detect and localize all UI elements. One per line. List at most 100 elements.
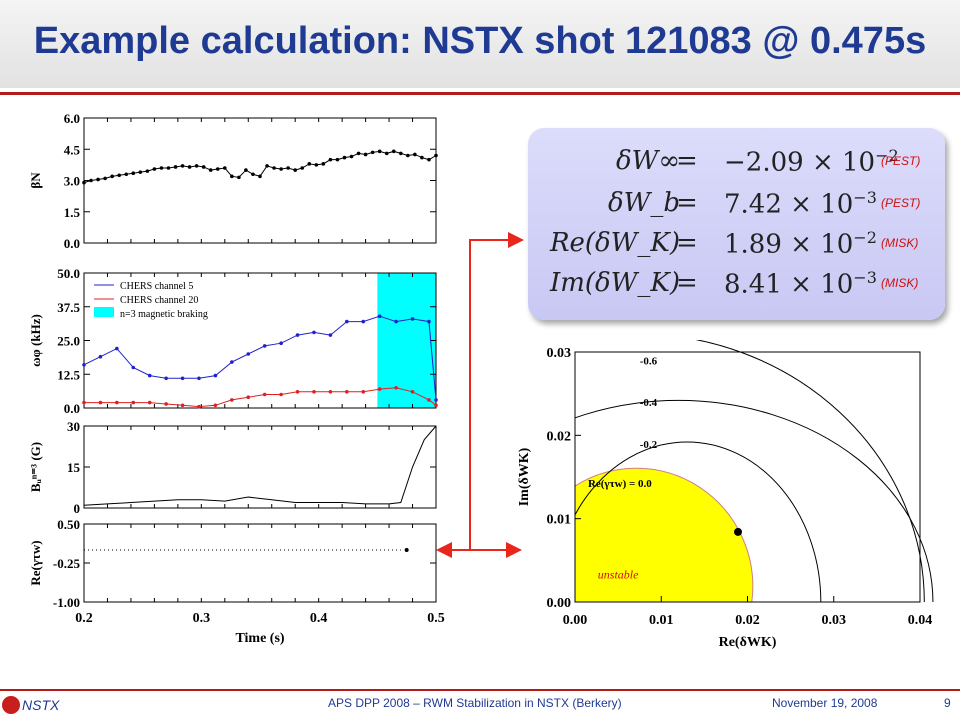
- data-point: [166, 166, 171, 170]
- contour-label: Re(γτw) = 0.0: [588, 478, 652, 490]
- data-point: [152, 167, 157, 171]
- y-tick-label: 0.01: [547, 513, 572, 528]
- x-tick-label: 0.2: [75, 611, 93, 626]
- data-point: [96, 177, 100, 182]
- equation-exponent: −2: [853, 228, 877, 247]
- data-point: [164, 376, 168, 381]
- data-point: [384, 151, 389, 156]
- data-point: [345, 319, 349, 324]
- equation-row-4: Im(δW_K) = 8.41 × 10−3 (MISK): [528, 268, 945, 308]
- slide-header: [0, 0, 960, 88]
- unstable-region: [574, 467, 754, 603]
- data-point: [187, 165, 192, 169]
- data-point: [406, 153, 410, 158]
- data-point: [335, 157, 340, 162]
- legend-label: n=3 magnetic braking: [120, 309, 208, 320]
- y-axis-label: Im(δWK): [517, 447, 532, 506]
- y-tick-label: 0: [74, 501, 81, 516]
- nstx-logo: [2, 696, 20, 714]
- data-point: [208, 168, 213, 172]
- data-point: [434, 398, 438, 402]
- data-point: [230, 360, 234, 364]
- data-point: [124, 172, 129, 177]
- data-point: [394, 385, 398, 390]
- legend-label: CHERS channel 5: [120, 281, 193, 292]
- data-point: [251, 172, 255, 177]
- y-tick-label: 30: [67, 419, 80, 434]
- equation-lhs: δW_b: [607, 188, 680, 218]
- equation-source-tag: (MISK): [881, 236, 919, 250]
- plot-frame: [83, 117, 437, 244]
- data-point: [434, 153, 438, 158]
- data-point: [258, 174, 262, 179]
- data-point: [377, 387, 382, 391]
- y-tick-label: 0.03: [547, 346, 572, 361]
- data-point: [98, 354, 103, 359]
- data-point: [147, 400, 152, 405]
- equation-row-3: Re(δW_K) = 1.89 × 10−2 (MISK): [528, 228, 945, 268]
- data-point: [370, 150, 375, 155]
- footer-conference: APS DPP 2008 – RWM Stabilization in NSTX…: [328, 696, 622, 710]
- y-tick-label: 37.5: [57, 300, 80, 315]
- beta-n-plot: 6.0 4.5 3.0 1.5 0.0 βN: [28, 111, 438, 251]
- equation-source-tag: (PEST): [881, 154, 921, 168]
- data-point: [356, 151, 361, 156]
- stability-diagram: -0.6 -0.4 -0.2 Re(γτw) = 0.0 0.00 0.01 0.02 0.0…: [510, 340, 934, 660]
- equation-equals: =: [676, 228, 698, 258]
- x-tick-label: 0.04: [908, 613, 933, 628]
- data-point: [215, 167, 220, 171]
- contour-line: [510, 400, 934, 603]
- y-axis-label: ωφ (kHz): [28, 314, 43, 367]
- data-point: [82, 363, 86, 367]
- x-axis-label: Re(δWK): [719, 635, 777, 650]
- data-point: [110, 174, 114, 179]
- data-point: [230, 398, 234, 402]
- equation-equals: =: [676, 188, 698, 218]
- data-point: [197, 376, 201, 381]
- data-point: [201, 165, 206, 169]
- x-tick-label: 0.4: [310, 611, 328, 626]
- data-point: [131, 400, 136, 405]
- data-point: [413, 152, 417, 157]
- data-point: [295, 390, 300, 394]
- data-point: [279, 392, 283, 397]
- data-point: [300, 166, 305, 170]
- x-tick-label: 0.02: [735, 613, 760, 628]
- data-point: [213, 403, 218, 408]
- contour-label: -0.4: [640, 397, 658, 409]
- footer-date: November 19, 2008: [772, 696, 878, 710]
- y-tick-label: 1.5: [64, 205, 81, 220]
- data-point: [394, 319, 398, 324]
- data-point: [197, 404, 201, 409]
- data-point: [272, 166, 276, 170]
- equation-equals: =: [676, 268, 698, 298]
- series-line: [83, 425, 437, 506]
- data-point: [420, 155, 424, 160]
- data-point: [361, 319, 366, 324]
- equation-source-tag: (PEST): [881, 196, 921, 210]
- data-point: [147, 373, 152, 378]
- plot-frame: [83, 523, 437, 603]
- contour-line: [510, 340, 925, 603]
- data-point: [98, 400, 103, 405]
- data-point: [363, 152, 368, 157]
- equation-exponent: −3: [853, 268, 877, 287]
- equation-mantissa: 8.41 × 10: [724, 269, 854, 300]
- data-point: [103, 176, 107, 181]
- footer-page-number: 9: [944, 696, 951, 710]
- equation-row-1: δW∞ = −2.09 × 10−2 (PEST): [528, 146, 945, 186]
- equation-rhs: 8.41 × 10−3: [724, 268, 877, 300]
- equation-equals: =: [676, 146, 698, 176]
- data-point: [246, 395, 251, 400]
- x-tick-label: 0.01: [649, 613, 674, 628]
- data-point: [391, 149, 396, 154]
- equation-lhs: δW∞: [615, 146, 680, 176]
- data-point: [89, 178, 93, 183]
- equation-rhs: −2.09 × 10−2: [724, 146, 899, 178]
- x-axis-label: Time (s): [235, 631, 284, 646]
- data-point: [145, 169, 150, 173]
- y-tick-label: 25.0: [57, 334, 80, 349]
- data-point: [314, 163, 319, 167]
- contour-label: -0.2: [640, 439, 658, 451]
- data-point: [180, 403, 185, 408]
